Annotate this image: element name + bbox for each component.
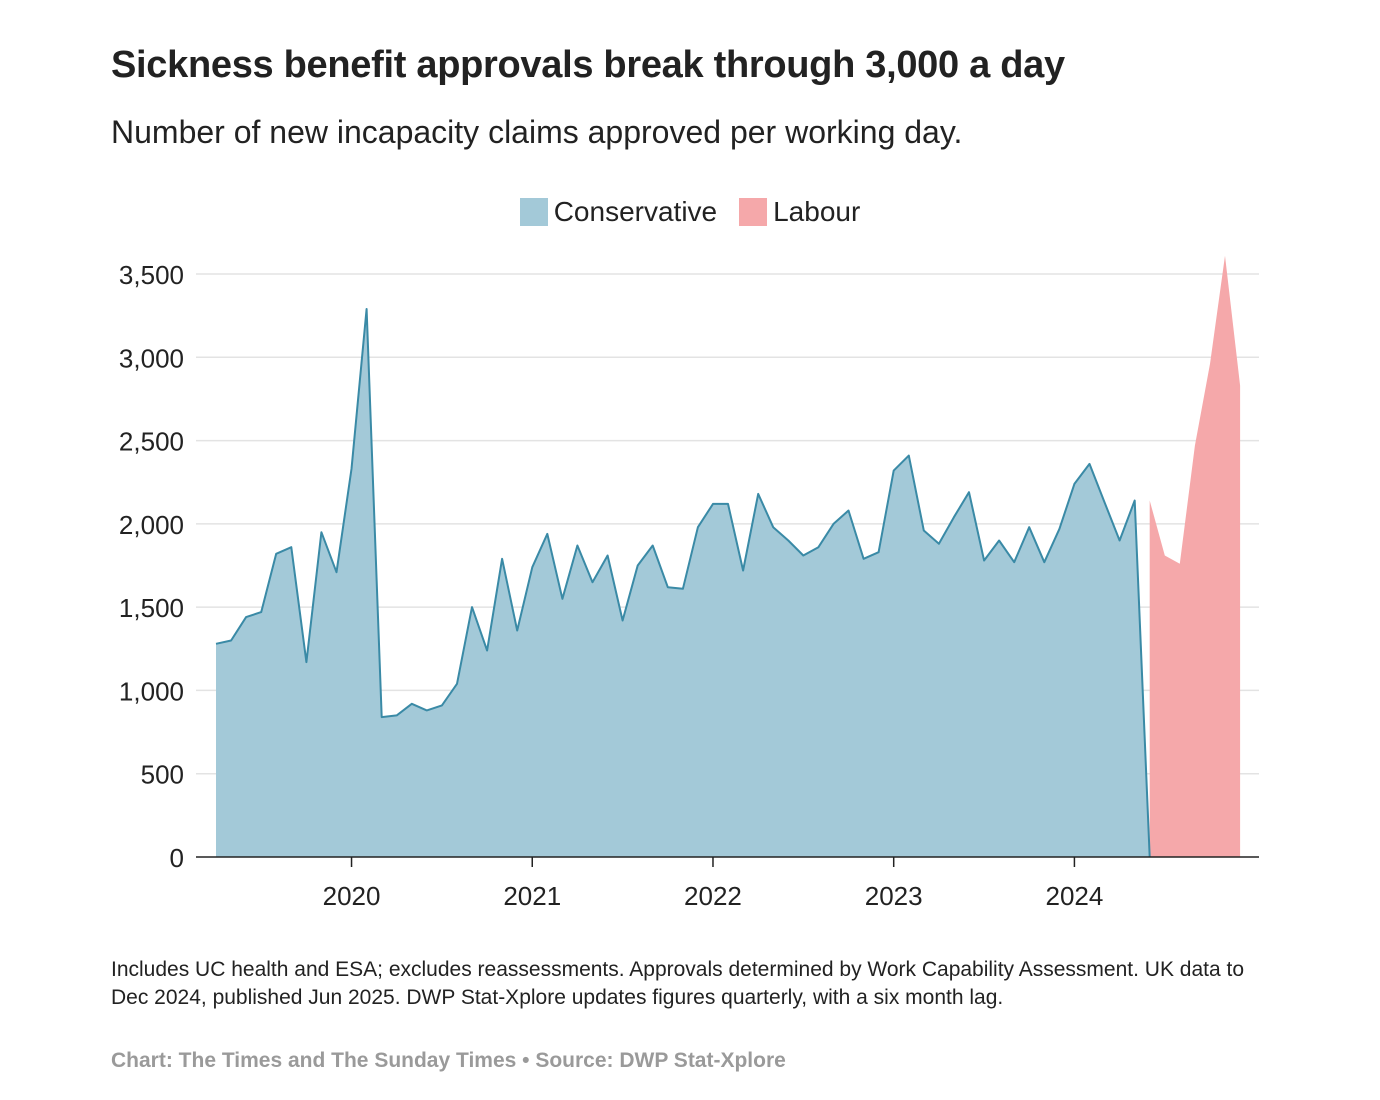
y-tick-label: 3,000	[119, 343, 184, 373]
legend-label-labour: Labour	[773, 196, 861, 227]
y-tick-label: 3,500	[119, 260, 184, 290]
legend-swatch-conservative	[519, 198, 548, 226]
y-tick-label: 1,000	[119, 676, 184, 706]
legend-item-conservative: Conservative	[519, 196, 718, 228]
x-tick-label: 2024	[1045, 881, 1103, 911]
legend: Conservative Labour	[0, 196, 1380, 228]
y-tick-label: 1,500	[119, 593, 184, 623]
legend-label-conservative: Conservative	[553, 196, 718, 227]
labour-area	[1149, 255, 1241, 857]
y-tick-label: 500	[141, 760, 184, 790]
area-chart: 0 500 1,000 1,500 2,000 2,500 3,000 3,500 2020 20…	[119, 255, 1259, 911]
chart-title: Sickness benefit approvals break through…	[111, 44, 1065, 86]
y-tick-label: 0	[170, 843, 184, 873]
chart-credit: Chart: The Times and The Sunday Times • …	[111, 1049, 786, 1072]
axes: 0 500 1,000 1,500 2,000 2,500 3,000 3,500 2020 20…	[119, 260, 1259, 911]
conservative-line	[215, 308, 1151, 858]
conservative-area	[216, 309, 1150, 857]
legend-swatch-labour	[739, 198, 768, 226]
x-tick-label: 2023	[865, 881, 923, 911]
x-tick-label: 2020	[323, 881, 381, 911]
legend-item-labour: Labour	[739, 196, 860, 228]
y-tick-label: 2,000	[119, 510, 184, 540]
chart-subtitle: Number of new incapacity claims approved…	[111, 114, 963, 150]
x-tick-label: 2022	[684, 881, 742, 911]
chart-notes: Includes UC health and ESA; excludes rea…	[111, 958, 1245, 1009]
y-tick-label: 2,500	[119, 427, 184, 457]
series-areas	[215, 255, 1241, 858]
x-tick-label: 2021	[503, 881, 561, 911]
